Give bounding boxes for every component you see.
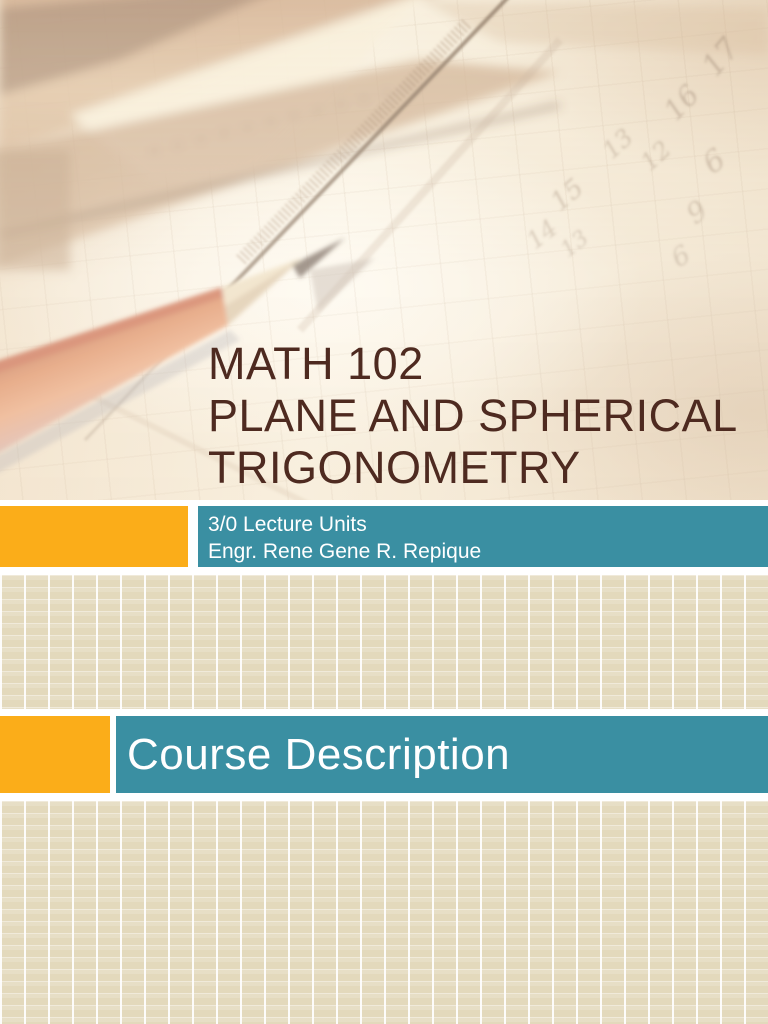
divider: [110, 716, 116, 793]
lecture-units-text: 3/0 Lecture Units: [208, 513, 367, 536]
title-line-subject-1: PLANE AND SPHERICAL: [208, 390, 738, 441]
wooden-ruler-illustration: [0, 0, 768, 270]
title-slide: 17 16 13 12 15 14 13 6 9 6 MATH 102 PLAN…: [0, 0, 768, 500]
section-heading-bar: Course Description: [116, 716, 768, 793]
grid-band-lower: [0, 801, 768, 1024]
pencil-illustration: [0, 238, 375, 472]
divider: [188, 506, 198, 567]
title-line-course-code: MATH 102: [208, 338, 424, 389]
subtitle-bar-row: 3/0 Lecture Units Engr. Rene Gene R. Rep…: [0, 506, 768, 567]
subtitle-bar: 3/0 Lecture Units Engr. Rene Gene R. Rep…: [198, 506, 768, 567]
subtitle-accent-square: [0, 506, 188, 567]
instructor-name-text: Engr. Rene Gene R. Repique: [208, 540, 482, 563]
title-slide-photo: 17 16 13 12 15 14 13 6 9 6: [0, 0, 768, 500]
section-accent-square: [0, 716, 110, 793]
section-header-row: Course Description: [0, 716, 768, 793]
grid-band-upper: [0, 575, 768, 709]
section-heading: Course Description: [127, 729, 511, 779]
photo-wash-overlay: [0, 0, 768, 500]
title-line-subject-2: TRIGONOMETRY: [208, 442, 581, 493]
page-title: MATH 102 PLANE AND SPHERICAL TRIGONOMETR…: [208, 338, 738, 494]
